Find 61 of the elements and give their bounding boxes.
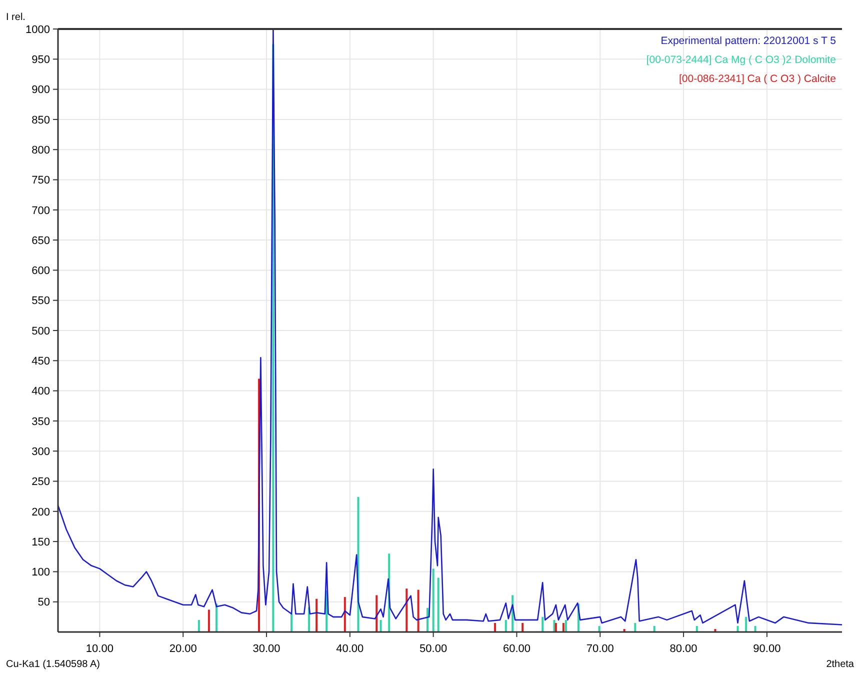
bar [376,595,378,632]
bar [380,620,382,632]
y-tick-label: 550 [32,295,50,308]
x-tick-label: 50.00 [420,643,448,655]
y-tick-label: 50 [38,596,50,609]
y-tick-label: 250 [32,476,50,488]
y-tick-label: 600 [32,265,50,278]
bar [426,608,428,632]
text: [00-073-2444] Ca Mg ( C O3 )2 Dolomite [646,54,836,66]
bar [316,598,318,632]
y-tick-label: 1000 [26,24,50,36]
y-tick-label: 450 [32,356,50,368]
bar [554,622,557,632]
y-tick-label: 800 [32,144,50,156]
bar [344,597,346,632]
y-axis-title: I rel. [6,12,26,23]
bar [754,626,756,632]
x-tick-label: 20.00 [169,643,197,655]
bar [522,622,524,632]
x-tick-label: 30.00 [252,643,280,655]
bar [208,610,210,632]
y-tick-label: 400 [32,386,50,398]
bar [198,620,200,632]
y-tick-label: 850 [32,114,50,126]
x-tick-label: 40.00 [336,643,364,655]
x-tick-label: 60.00 [502,643,530,655]
y-tick-label: 150 [32,536,50,548]
x-tick-label: 70.00 [586,643,614,655]
bar [745,616,748,632]
y-tick-label: 900 [32,84,50,96]
bar [542,616,544,632]
text: [00-086-2341] Ca ( C O3 ) Calcite [679,73,836,85]
bar [437,578,440,632]
y-tick-label: 500 [32,325,50,338]
y-tick-label: 650 [32,234,50,247]
bar [432,568,434,632]
y-tick-label: 950 [32,54,50,66]
bar [406,588,408,632]
y-tick-label: 100 [32,566,50,579]
y-tick-label: 700 [32,204,50,217]
x-tick-label: 10.00 [86,643,114,655]
x-tick-label: 90.00 [753,643,781,655]
y-tick-label: 200 [32,506,50,518]
bar [564,620,567,632]
bar [653,626,656,632]
bar [504,620,507,632]
x-axis-title: 2theta [826,659,854,670]
text: Experimental pattern: 22012001 s T 5 [660,35,836,47]
bar [736,626,739,632]
y-tick-label: 300 [32,446,50,458]
bar [634,622,636,632]
y-tick-label: 750 [32,174,50,187]
bar [696,626,698,632]
y-tick-label: 350 [32,416,50,428]
bar [417,590,420,632]
x-tick-label: 80.00 [670,643,698,655]
bar [290,614,293,632]
text: Cu-Ka1 (1.540598 A) [6,659,100,670]
bar [494,622,496,632]
bar [562,622,564,632]
bar [598,626,600,632]
